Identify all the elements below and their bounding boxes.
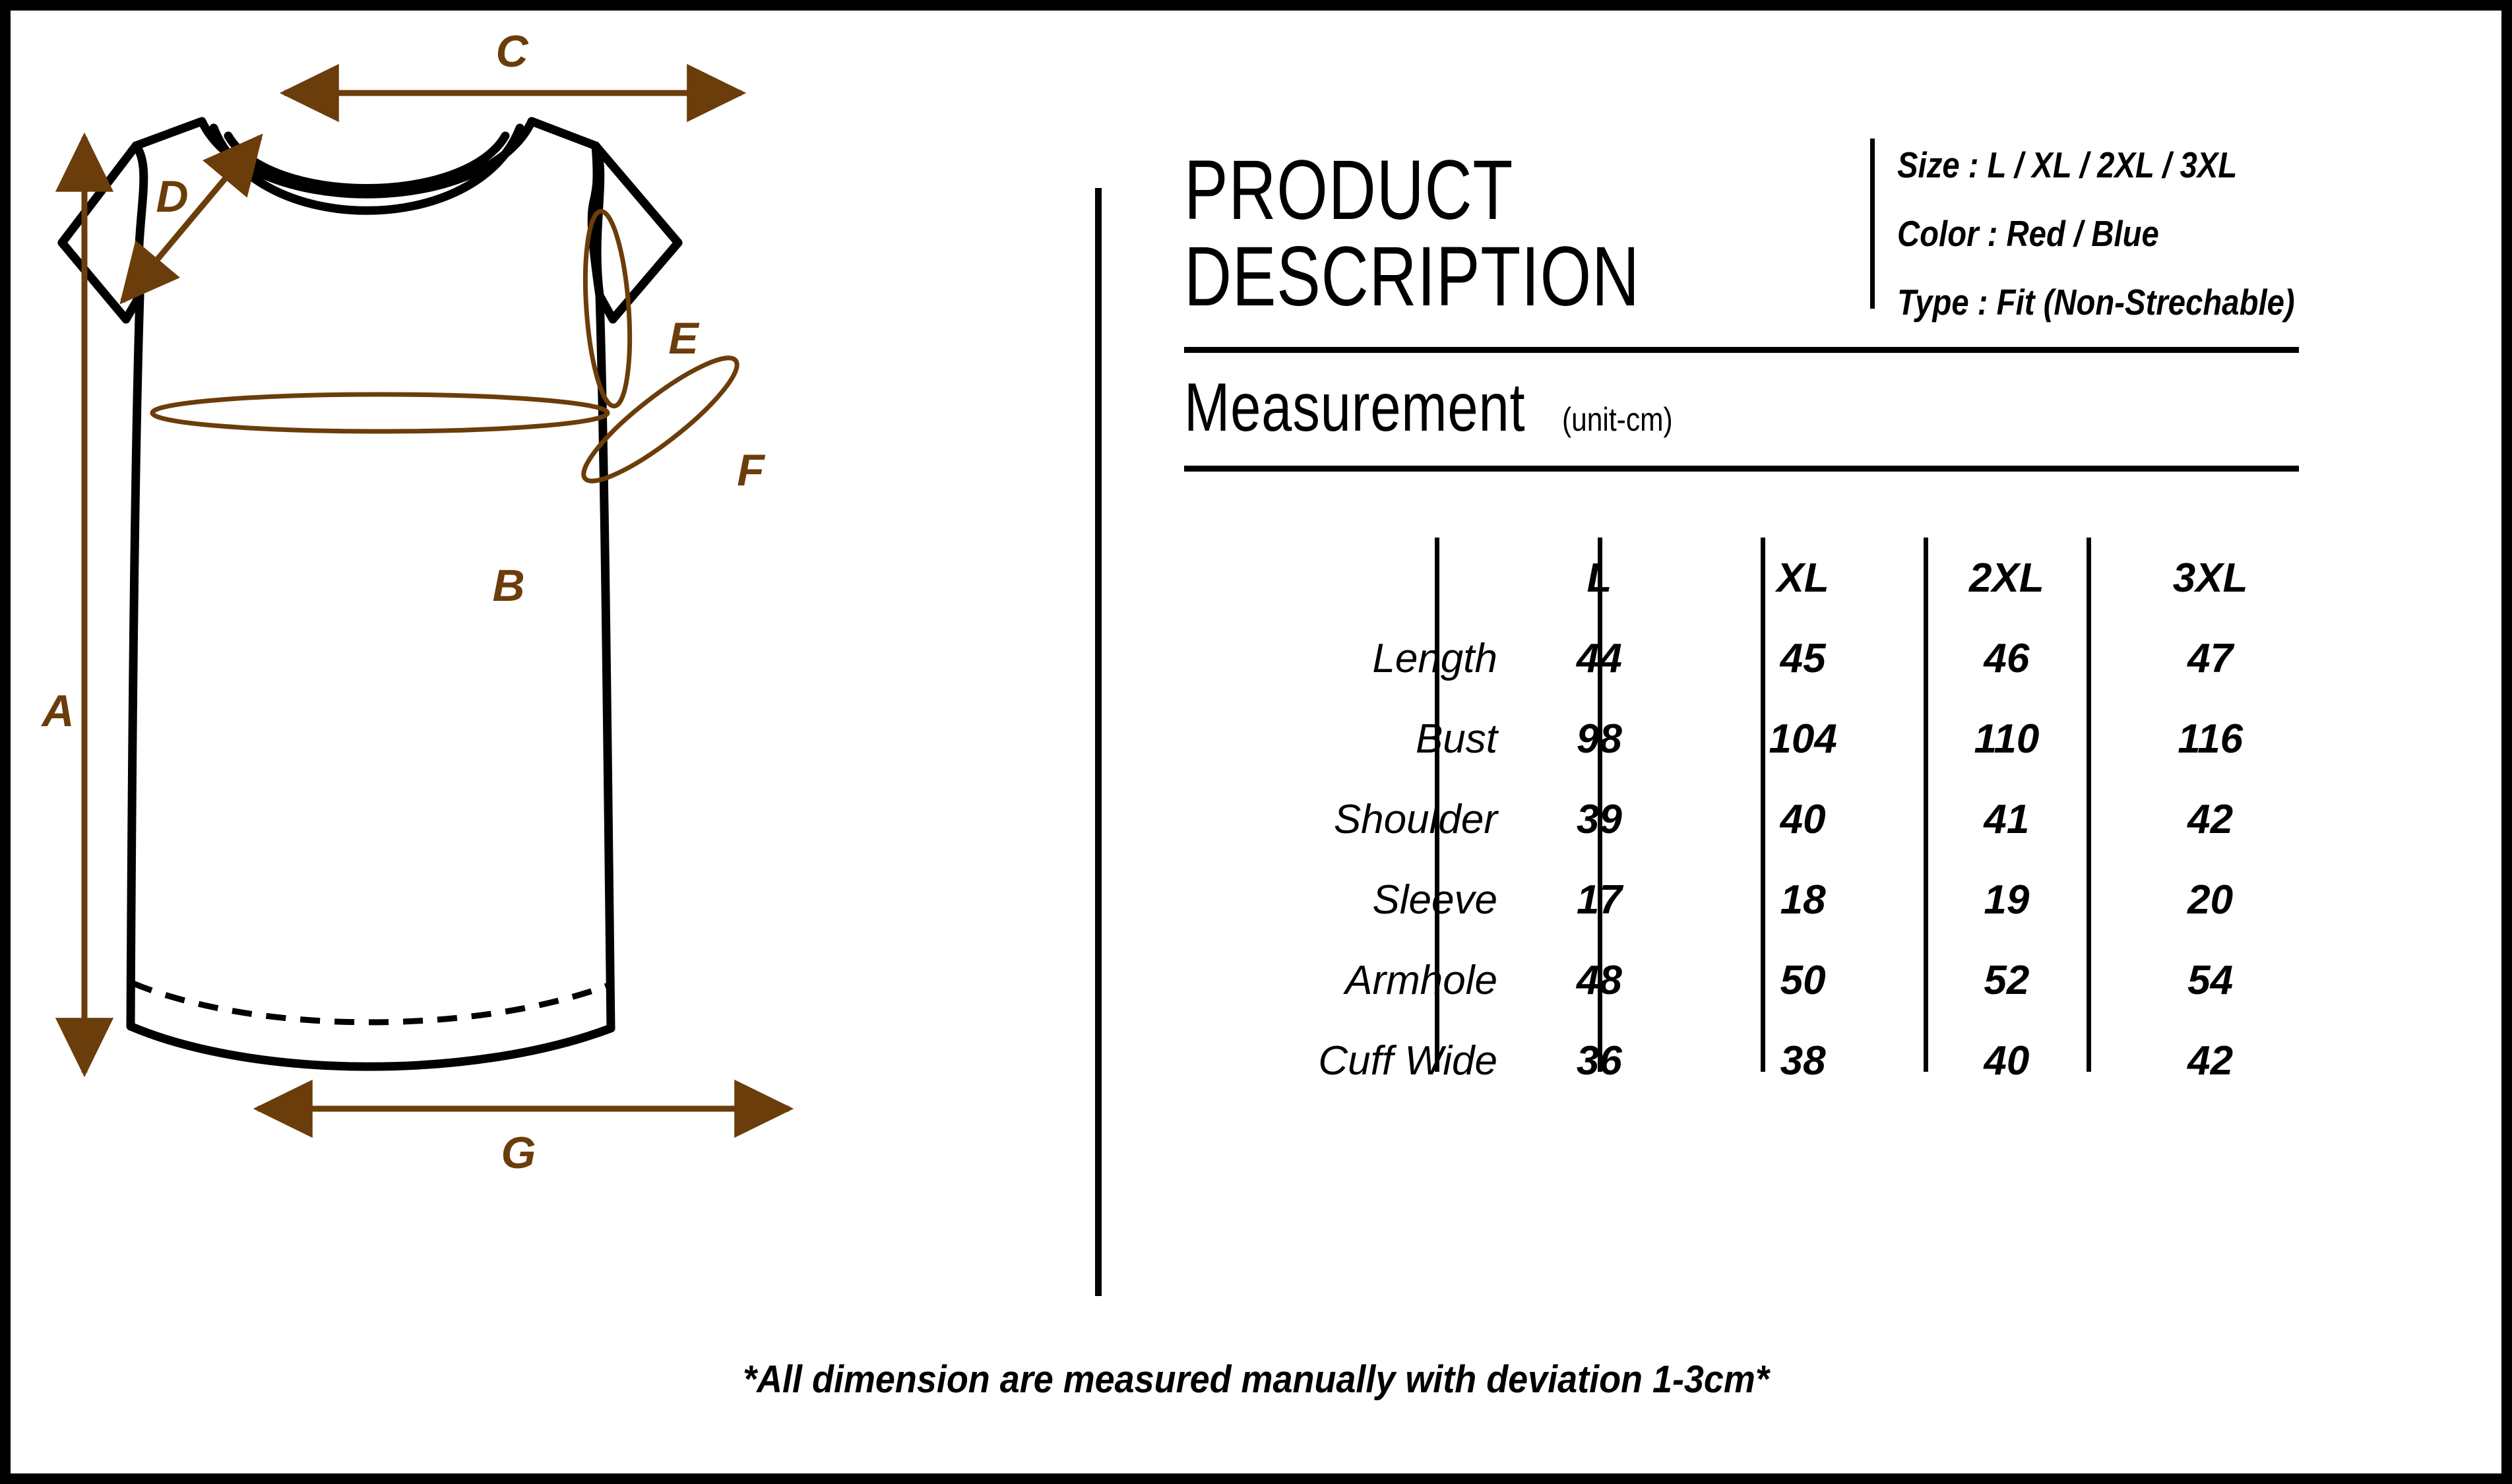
table-column-rule-2 [1598,538,1602,1072]
size-table-wrap: L XL 2XL 3XL Length 44 45 46 47 [1184,538,2312,1084]
cell-armhole-3xl: 54 [2187,957,2234,1003]
measurement-unit-label: (unit-cm) [1561,401,1673,438]
spec-type: Type : Fit (Non-Strechable) [1897,282,2295,323]
table-row: Armhole 48 50 52 54 [1184,940,2312,1020]
cell-sleeve-3xl: 20 [2187,877,2234,923]
row-label-cuff-wide: Cuff Wide [1318,1037,1497,1084]
spec-list: Size : L / XL / 2XL / 3XL Color : Red / … [1897,139,2360,323]
cell-bust-3xl: 116 [2178,716,2244,762]
header-bottom-rule [1184,347,2299,353]
cell-cuff-wide-3xl: 42 [2187,1037,2234,1084]
measurement-heading-row: Measurement (unit-cm) [1184,353,2437,462]
cell-shoulder-3xl: 42 [2187,796,2234,842]
cell-bust-xl: 104 [1769,716,1837,762]
column-header-3xl: 3XL [2172,555,2248,601]
table-column-rule-1 [1435,538,1439,1072]
table-row: Sleeve 17 18 19 20 [1184,859,2312,940]
bust-measure-ellipse [150,392,610,434]
column-header-xl: XL [1776,555,1829,601]
row-label-bust: Bust [1415,716,1497,762]
label-f: F [737,445,765,495]
size-table: L XL 2XL 3XL Length 44 45 46 47 [1184,538,2312,1101]
label-d: D [156,171,188,222]
label-e: E [668,313,700,363]
label-c: C [495,26,528,77]
column-header-2xl: 2XL [1969,555,2044,601]
row-label-armhole: Armhole [1345,957,1497,1003]
measurement-bottom-rule [1184,466,2299,472]
cell-cuff-wide-xl: 38 [1780,1037,1826,1084]
cell-armhole-xl: 50 [1780,957,1826,1003]
table-column-rule-5 [2087,538,2091,1072]
tshirt-diagram-panel: A B C D E F G [11,11,1106,1323]
product-info-panel: PRODUCT DESCRIPTION Size : L / XL / 2XL … [1184,139,2437,1313]
cell-length-xl: 45 [1780,635,1826,681]
cuff-measure-ellipse [581,356,739,483]
cell-cuff-wide-2xl: 40 [1984,1037,2030,1084]
table-column-rule-3 [1761,538,1765,1072]
row-label-sleeve: Sleeve [1184,859,1497,940]
label-a: A [40,686,74,736]
table-row: Length 44 45 46 47 [1184,618,2312,698]
header-row: PRODUCT DESCRIPTION Size : L / XL / 2XL … [1184,139,2437,343]
cell-shoulder-xl: 40 [1780,796,1826,842]
tshirt-side-seams [591,141,605,300]
cell-length-2xl: 46 [1984,635,2030,681]
spec-size: Size : L / XL / 2XL / 3XL [1897,144,2238,185]
sleeve-measure-arrow [119,133,263,305]
spec-color: Color : Red / Blue [1897,213,2159,254]
cell-shoulder-2xl: 41 [1984,796,2030,842]
table-column-rule-4 [1924,538,1928,1072]
cell-sleeve-xl: 18 [1780,877,1826,923]
armhole-measure-ellipse [582,208,633,409]
row-label-shoulder: Shoulder [1333,796,1497,842]
label-g: G [501,1128,536,1178]
cell-bust-2xl: 110 [1974,716,2040,762]
table-corner-cell [1184,538,1497,618]
cell-armhole-2xl: 52 [1984,957,2030,1003]
spec-divider-rule [1870,139,1875,309]
table-row: Cuff Wide 36 38 40 42 [1184,1020,2312,1101]
panel-divider [1095,188,1102,1296]
cell-sleeve-2xl: 19 [1984,877,2030,923]
table-header-row: L XL 2XL 3XL [1184,538,2312,618]
label-b: B [492,561,524,611]
measurement-heading: Measurement [1184,369,1526,446]
deviation-note: *All dimension are measured manually wit… [743,1358,1769,1401]
hem-stitch-dashed-line [132,980,610,1026]
tshirt-technical-drawing: A B C D E F G [40,26,794,1178]
cell-length-3xl: 47 [2187,635,2234,681]
table-row: Bust 98 104 110 116 [1184,698,2312,779]
page-title: PRODUCT DESCRIPTION [1184,143,1640,324]
table-row: Shoulder 39 40 41 42 [1184,779,2312,859]
row-label-length: Length [1184,618,1497,698]
